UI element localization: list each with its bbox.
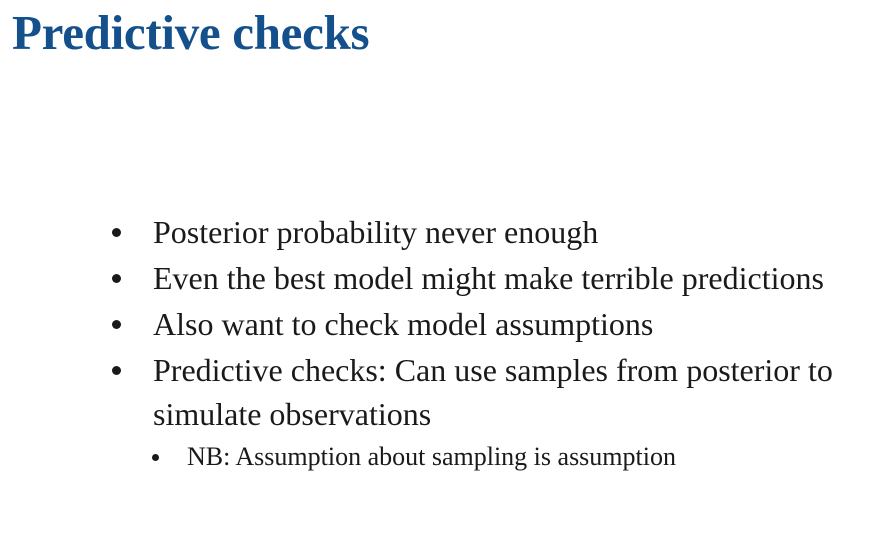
bullet-item: Predictive checks: Can use samples from … bbox=[112, 348, 888, 475]
bullet-text: Also want to check model assumptions bbox=[153, 306, 654, 342]
bullet-dot-icon bbox=[112, 228, 121, 237]
bullet-item: Posterior probability never enough bbox=[112, 210, 888, 254]
bullet-dot-icon bbox=[112, 320, 121, 329]
bullet-item: Even the best model might make terrible … bbox=[112, 256, 888, 300]
sub-bullet-item: NB: Assumption about sampling is assumpt… bbox=[152, 439, 888, 475]
bullet-dot-icon bbox=[112, 274, 121, 283]
bullet-text: Predictive checks: Can use samples from … bbox=[153, 352, 833, 432]
sub-bullet-list: NB: Assumption about sampling is assumpt… bbox=[152, 439, 888, 475]
slide-title: Predictive checks bbox=[12, 5, 370, 60]
bullet-dot-icon bbox=[112, 366, 121, 375]
bullet-list: Posterior probability never enough Even … bbox=[112, 210, 888, 477]
sub-bullet-text: NB: Assumption about sampling is assumpt… bbox=[187, 442, 676, 471]
bullet-item: Also want to check model assumptions bbox=[112, 302, 888, 346]
sub-bullet-dot-icon bbox=[152, 454, 159, 461]
bullet-text: Posterior probability never enough bbox=[153, 214, 599, 250]
bullet-text: Even the best model might make terrible … bbox=[153, 260, 824, 296]
